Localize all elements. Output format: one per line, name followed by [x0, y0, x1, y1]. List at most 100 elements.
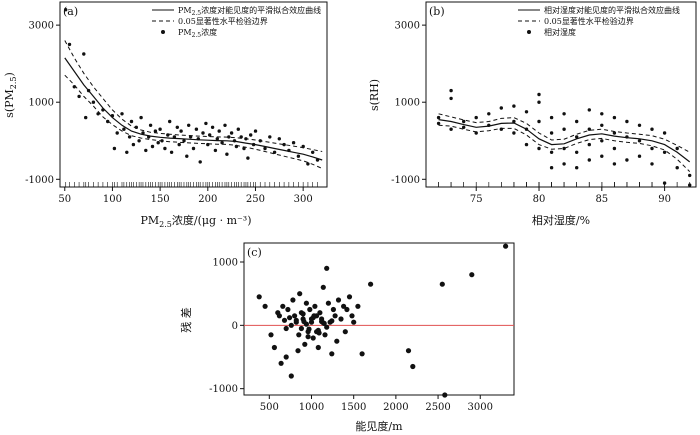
- data-point: [134, 125, 138, 129]
- data-point: [575, 166, 579, 170]
- data-point: [125, 150, 129, 154]
- data-point: [278, 360, 284, 366]
- data-point: [562, 146, 566, 151]
- data-point: [537, 92, 541, 97]
- upper-bound-line: [64, 40, 323, 152]
- data-point: [310, 335, 316, 341]
- data-point: [300, 311, 306, 317]
- data-point: [503, 243, 509, 249]
- data-point: [349, 313, 355, 319]
- panel-a-rug: [65, 182, 318, 187]
- data-point: [341, 303, 347, 309]
- data-point: [600, 112, 604, 116]
- data-point: [662, 131, 667, 135]
- data-point: [137, 139, 141, 143]
- legend-b-entry-2: 0.05显著性水平检验边界: [544, 16, 634, 26]
- data-point: [196, 137, 200, 141]
- data-point: [549, 115, 554, 120]
- data-point: [524, 110, 529, 114]
- panel-b-frame: [425, 1, 697, 188]
- x-tick-label: 250: [246, 194, 265, 205]
- data-point: [359, 351, 365, 357]
- data-point: [562, 162, 566, 166]
- data-point: [210, 125, 215, 129]
- data-point: [306, 162, 310, 166]
- data-point: [575, 119, 579, 124]
- panel-b: (b) 75 80 85 90 -1000 1000 3000 相对湿度对能见度的平滑拟合效…: [368, 1, 697, 227]
- x-tick-label: 500: [260, 402, 279, 413]
- x-tick-label: 80: [533, 194, 546, 205]
- data-point: [351, 319, 357, 325]
- data-point: [194, 127, 199, 131]
- panel-a-axes: 50 100 150 200 250 300 -1000 1000 3000: [25, 21, 313, 205]
- data-point: [462, 119, 466, 124]
- data-point: [277, 137, 281, 141]
- data-point: [442, 392, 448, 398]
- x-tick-label: 50: [58, 194, 71, 205]
- panel-c-frame: [243, 242, 515, 396]
- legend-a-entry-2: 0.05显著性水平检验边界: [178, 16, 268, 26]
- data-point: [236, 127, 240, 131]
- data-point: [179, 129, 183, 133]
- data-point: [512, 104, 516, 108]
- data-point: [612, 162, 617, 166]
- data-point: [612, 115, 617, 120]
- data-point: [537, 100, 541, 104]
- data-point: [324, 324, 330, 330]
- data-point: [148, 123, 153, 128]
- data-point: [296, 154, 301, 158]
- data-point: [499, 127, 503, 131]
- data-point: [110, 114, 115, 118]
- data-point: [499, 106, 503, 110]
- data-point: [139, 115, 143, 120]
- data-point: [537, 119, 541, 124]
- panel-a-points: [63, 8, 320, 166]
- data-point: [191, 146, 196, 151]
- y-tick-label: 3000: [395, 21, 420, 32]
- data-point: [315, 158, 320, 162]
- data-point: [462, 125, 466, 129]
- data-point: [271, 344, 277, 351]
- data-point: [298, 325, 304, 332]
- data-point: [122, 127, 126, 131]
- data-point: [160, 139, 164, 143]
- data-point: [234, 144, 239, 149]
- x-tick-label: 100: [103, 194, 122, 205]
- data-point: [305, 334, 311, 340]
- legend-a-dot-swatch: [161, 30, 165, 34]
- data-point: [198, 160, 202, 164]
- data-point: [311, 150, 315, 154]
- y-tick-label: -1000: [209, 384, 238, 395]
- data-point: [320, 284, 326, 290]
- data-point: [112, 146, 117, 151]
- data-point: [487, 123, 491, 128]
- data-point: [208, 133, 212, 137]
- data-point: [524, 142, 529, 147]
- data-point: [287, 148, 291, 153]
- data-point: [262, 303, 268, 309]
- data-point: [410, 363, 416, 370]
- data-point: [329, 351, 335, 357]
- data-point: [158, 127, 162, 131]
- data-point: [436, 115, 441, 120]
- data-point: [285, 306, 291, 313]
- y-tick-label: -1000: [391, 175, 420, 186]
- data-point: [288, 373, 294, 379]
- data-point: [249, 133, 253, 137]
- data-point: [276, 313, 282, 319]
- data-point: [206, 142, 210, 147]
- data-point: [334, 338, 340, 344]
- data-point: [612, 131, 617, 135]
- data-point: [147, 135, 151, 139]
- data-point: [256, 294, 262, 300]
- data-point: [225, 152, 229, 156]
- data-point: [322, 332, 328, 338]
- panel-b-legend: 相对湿度对能见度的平滑拟合效应曲线 0.05显著性水平检验边界 相对湿度: [518, 5, 680, 37]
- panel-c-ylabel: 残 差: [179, 307, 193, 333]
- data-point: [650, 127, 654, 131]
- data-point: [280, 303, 286, 309]
- data-point: [449, 127, 453, 131]
- panel-b-ylabel: s(RH): [368, 79, 381, 111]
- data-point: [688, 183, 692, 187]
